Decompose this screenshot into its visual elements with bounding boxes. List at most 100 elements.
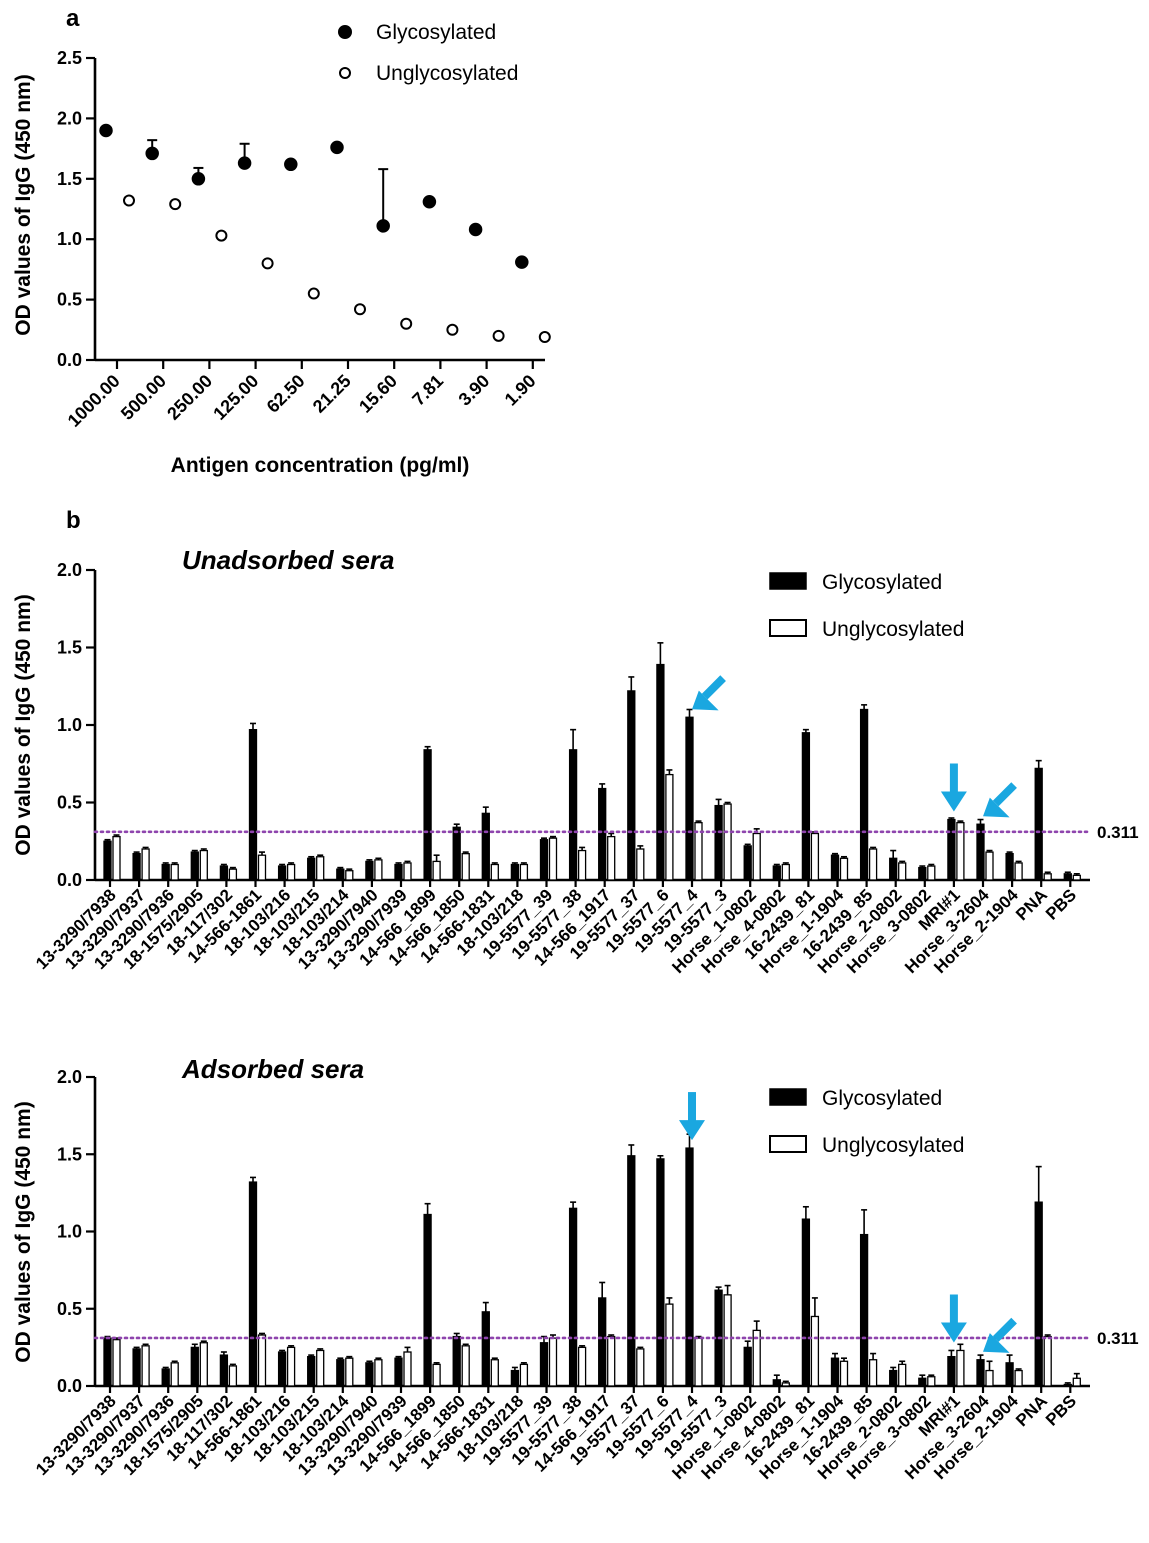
y-tick-label: 1.5 [57,169,82,189]
point-glycosylated [515,255,529,269]
legend-label-glycosylated: Glycosylated [822,1087,942,1110]
bar-unglycosylated [519,1363,529,1387]
point-unglycosylated [261,257,274,270]
bar-unglycosylated [752,832,761,881]
panel-a-y-axis-title: OD values of IgG (450 nm) [12,74,35,335]
bar-unglycosylated [403,1351,412,1387]
bar-glycosylated [772,1379,781,1387]
x-tick-label: 15.60 [355,371,401,417]
bar-glycosylated [219,1354,229,1387]
bar-glycosylated [277,865,287,881]
bar-unglycosylated [228,868,238,881]
bar-glycosylated [889,857,898,881]
bar-unglycosylated [490,863,499,881]
x-tick-label: 1000.00 [64,371,124,431]
bar-unglycosylated [1072,1377,1081,1387]
bar-unglycosylated [723,803,732,881]
point-unglycosylated [169,198,182,211]
point-glycosylated [99,123,113,138]
bar-unglycosylated [607,1335,616,1387]
point-glycosylated [330,140,344,155]
x-category-label: PBS [1042,885,1080,923]
panel-b-adsorbed-legend: Glycosylated Unglycosylated [769,1087,964,1157]
y-tick-label: 0.5 [57,290,82,310]
bar-unglycosylated [257,1334,267,1387]
panel-b-adsorbed-y-axis-title: OD values of IgG (450 nm) [12,1101,35,1362]
x-tick-label: 125.00 [209,371,262,424]
bar-unglycosylated [956,1349,965,1387]
bar-unglycosylated [286,863,296,881]
point-unglycosylated [123,194,135,207]
bar-unglycosylated [810,832,820,881]
bar-glycosylated [336,868,345,881]
bar-glycosylated [801,1218,811,1387]
bar-glycosylated [976,823,985,881]
bar-glycosylated [423,749,432,881]
x-tick-label: 1.90 [501,371,540,410]
x-category-label: PBS [1042,1391,1080,1429]
point-unglycosylated [354,303,366,316]
cutoff-reference-label: 0.311 [1097,1329,1139,1348]
bar-unglycosylated [345,870,354,881]
bar-unglycosylated [548,837,558,881]
legend-marker-glycosylated [338,25,352,39]
bar-glycosylated [161,863,170,881]
highlight-arrow [992,782,1017,807]
bar-unglycosylated [985,851,994,881]
bar-glycosylated [889,1369,898,1387]
point-unglycosylated [492,329,505,342]
bar-unglycosylated [461,1345,470,1387]
bar-glycosylated [336,1359,345,1387]
highlight-arrowhead [940,791,967,812]
point-glycosylated [422,195,437,209]
bar-glycosylated [947,1355,956,1387]
y-tick-label: 0.0 [57,870,82,890]
bar-unglycosylated [170,863,179,881]
y-tick-label: 2.5 [57,48,82,68]
bar-unglycosylated [956,822,965,881]
highlight-arrowhead [983,797,1010,818]
bar-unglycosylated [170,1362,179,1387]
bar-glycosylated [452,826,461,881]
bar-glycosylated [685,1147,694,1387]
bar-unglycosylated [199,849,208,881]
bar-glycosylated [307,1355,316,1387]
bar-glycosylated [830,1357,840,1387]
bar-unglycosylated [927,865,936,881]
bar-unglycosylated [839,857,849,881]
y-tick-label: 0.0 [57,350,82,370]
x-tick-label: 7.81 [408,371,447,410]
legend-swatch-unglycosylated [769,619,807,637]
bar-unglycosylated [665,773,674,881]
bar-glycosylated [248,729,258,881]
bar-unglycosylated [374,859,383,881]
bar-unglycosylated [1072,874,1081,881]
bar-glycosylated [772,865,781,881]
x-tick-label: 62.50 [263,371,309,417]
bar-unglycosylated [141,848,150,881]
panel-a-label: a [66,5,80,32]
bar-unglycosylated [636,848,645,881]
bar-glycosylated [627,1155,636,1387]
bar-unglycosylated [316,1349,325,1387]
panel-b-adsorbed-bar-chart: Adsorbed sera OD values of IgG (450 nm) … [12,1054,1139,1483]
y-tick-label: 2.0 [57,560,82,580]
bar-unglycosylated [723,1294,732,1387]
bar-unglycosylated [577,1346,587,1387]
y-tick-label: 1.0 [57,229,82,249]
point-glycosylated [376,219,390,233]
point-unglycosylated [400,317,413,330]
bar-unglycosylated [345,1357,354,1387]
bar-glycosylated [365,860,374,881]
bar-unglycosylated [403,862,412,881]
bar-glycosylated [394,1357,403,1387]
highlight-arrow [992,1317,1017,1342]
bar-unglycosylated [432,860,441,881]
bar-unglycosylated [898,862,907,881]
point-unglycosylated [307,287,320,300]
bar-glycosylated [510,863,520,881]
bar-glycosylated [598,787,607,881]
panel-a-x-axis-title: Antigen concentration (pg/ml) [171,454,470,477]
bar-unglycosylated [519,863,529,881]
bar-glycosylated [423,1213,432,1387]
